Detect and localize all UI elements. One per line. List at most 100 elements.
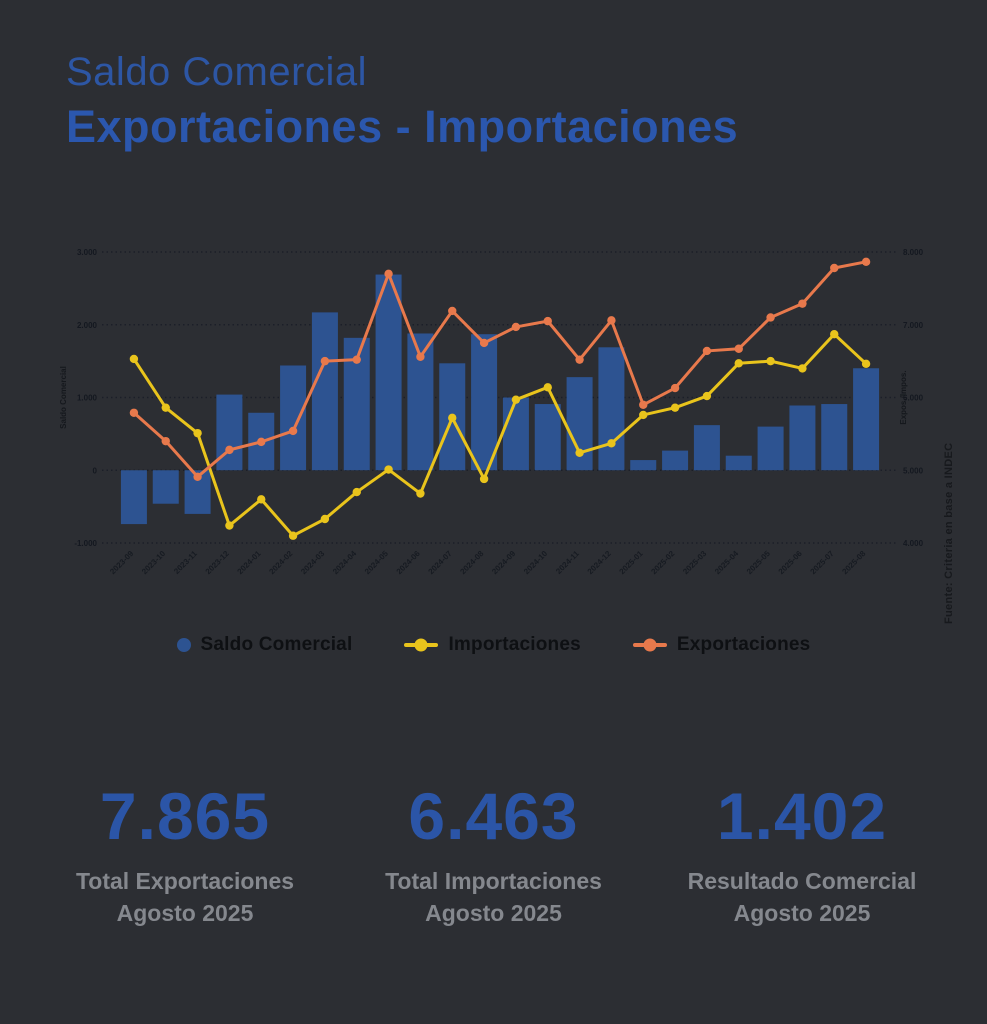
importaciones-marker (257, 495, 266, 504)
legend-item-importaciones: Importaciones (404, 634, 581, 656)
x-axis-tick: 2024-04 (331, 549, 359, 577)
importaciones-marker (702, 391, 712, 401)
saldo-bar (375, 274, 402, 471)
left-axis-title: Saldo Comercial (59, 366, 68, 429)
saldo-bar (789, 405, 816, 471)
stat-label-line1: Total Importaciones (385, 868, 602, 895)
exportaciones-marker (861, 257, 871, 267)
y-axis-tick-left: 2.000 (77, 321, 98, 330)
header: Saldo Comercial Exportaciones - Importac… (66, 50, 738, 153)
x-axis-tick: 2025-08 (840, 549, 868, 577)
saldo-bar (757, 426, 784, 471)
legend-item-saldo: Saldo Comercial (176, 634, 353, 656)
exportaciones-marker (384, 269, 393, 279)
saldo-bar (598, 347, 625, 471)
saldo-bar (693, 425, 720, 471)
x-axis-tick: 2025-01 (618, 549, 646, 577)
legend-label: Saldo Comercial (200, 634, 353, 655)
exportaciones-marker (830, 263, 839, 273)
exportaciones-marker (129, 408, 139, 417)
x-axis-tick: 2025-03 (681, 549, 709, 577)
stat-resultado-comercial: 1.402 Resultado Comercial Agosto 2025 (652, 781, 952, 930)
summary-stats: 7.865 Total Exportaciones Agosto 2025 6.… (35, 779, 952, 930)
exportaciones-marker (257, 437, 266, 447)
stat-label-line1: Resultado Comercial (687, 868, 917, 895)
x-axis-tick: 2024-05 (363, 549, 391, 577)
saldo-swatch-icon (176, 638, 191, 652)
saldo-bar (502, 397, 529, 471)
page-title: Exportaciones - Importaciones (66, 101, 739, 152)
importaciones-line (132, 332, 868, 538)
stat-value: 7.865 (99, 779, 271, 853)
saldo-bar (662, 450, 689, 471)
exportaciones-marker (639, 400, 648, 409)
legend-label: Importaciones (448, 634, 581, 655)
stat-label: Resultado Comercial Agosto 2025 (652, 865, 952, 929)
y-axis-tick-left: -1.000 (74, 539, 97, 548)
stat-label-line2: Agosto 2025 (733, 900, 871, 927)
saldo-bar (725, 455, 752, 471)
x-axis-tick: 2024-12 (586, 549, 614, 577)
x-axis-tick: 2025-07 (809, 549, 837, 577)
saldo-bar (152, 470, 179, 504)
source-note: Fuente: Criteria en base a INDEC (943, 442, 955, 624)
x-axis-tick: 2024-08 (458, 549, 486, 577)
saldo-bar (534, 404, 561, 471)
importaciones-marker (416, 489, 425, 498)
exportaciones-marker (416, 352, 425, 361)
x-axis-tick: 2024-11 (554, 549, 581, 576)
importaciones-marker (288, 531, 298, 540)
exportaciones-line (132, 260, 867, 479)
importaciones-swatch-icon (404, 638, 439, 652)
combo-chart: 3.000 8.000 2.000 7.000 1.000 6.000 0 5.000 -1.0… (59, 248, 924, 577)
exportaciones-marker (702, 346, 712, 356)
legend-label: Exportaciones (676, 634, 811, 655)
y-axis-tick-right: 4.000 (903, 539, 924, 548)
exportaciones-marker (479, 338, 489, 348)
importaciones-marker (320, 514, 330, 524)
importaciones-marker (384, 465, 393, 474)
saldo-bar (821, 404, 848, 471)
importaciones-marker (352, 487, 361, 497)
importaciones-marker (161, 403, 170, 412)
y-axis-tick-right: 8.000 (903, 248, 924, 257)
exportaciones-marker (607, 316, 616, 325)
x-axis-tick: 2024-02 (267, 549, 295, 577)
saldo-bar (853, 368, 880, 471)
importaciones-marker (766, 356, 775, 366)
importaciones-marker (448, 413, 457, 423)
x-axis-tick: 2025-05 (745, 549, 773, 577)
saldo-bar (280, 365, 307, 471)
x-axis-tick: 2024-09 (490, 549, 518, 577)
x-axis-tick: 2025-02 (649, 549, 677, 577)
saldo-bar (471, 334, 498, 471)
importaciones-marker (479, 474, 489, 484)
page-subtitle: Saldo Comercial (66, 50, 367, 94)
exportaciones-marker (670, 383, 680, 393)
importaciones-marker (193, 428, 202, 438)
importaciones-marker (543, 383, 552, 392)
x-axis-tick: 2025-06 (777, 549, 805, 577)
exportaciones-marker (352, 355, 361, 364)
saldo-bar (630, 460, 657, 471)
stat-label-line1: Total Exportaciones (75, 868, 295, 895)
importaciones-marker (575, 448, 584, 457)
saldo-bar (311, 312, 338, 471)
stat-total-exportaciones: 7.865 Total Exportaciones Agosto 2025 (35, 779, 335, 930)
right-axis-title: Expos./Impos. (899, 370, 908, 424)
exportaciones-marker (511, 322, 521, 332)
x-axis-tick: 2024-01 (236, 549, 264, 577)
chart-legend: Saldo Comercial Importaciones Exportacio… (0, 634, 987, 656)
x-axis-tick: 2023-10 (140, 549, 168, 577)
importaciones-marker (129, 354, 139, 364)
y-axis-tick-left: 3.000 (77, 248, 98, 257)
saldo-bar (120, 470, 147, 525)
importaciones-marker (670, 403, 680, 412)
stat-label-line2: Agosto 2025 (116, 900, 254, 927)
exportaciones-marker (161, 436, 170, 446)
y-axis-tick-left: 0 (93, 466, 98, 475)
x-axis-tick: 2024-10 (522, 549, 550, 577)
exportaciones-swatch-dot-icon (643, 638, 657, 652)
exportaciones-marker (543, 316, 552, 326)
